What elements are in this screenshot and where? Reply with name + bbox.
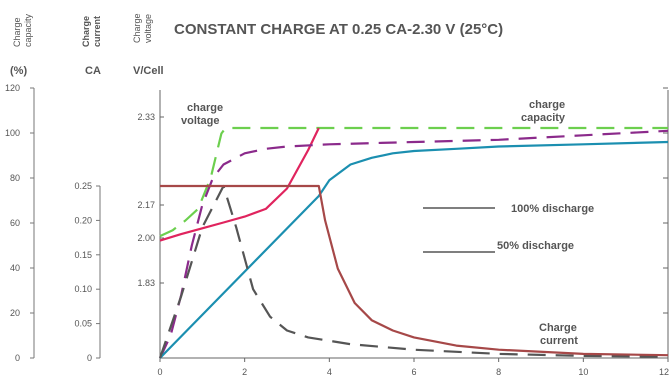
capacity-header-line2: capacity — [23, 13, 33, 47]
capacity-tick-label: 20 — [10, 308, 20, 318]
current-tick-label: 0.25 — [74, 181, 92, 191]
capacity-tick-label: 40 — [10, 263, 20, 273]
voltage-header-line2: voltage — [143, 14, 153, 43]
voltage-tick-label: 2.00 — [137, 233, 155, 243]
capacity-header-line1: Charge — [12, 17, 22, 47]
charge-capacity-label-line1: charge — [529, 99, 565, 111]
charge-current-label-line1: Charge — [539, 322, 577, 334]
x-tick-label: 0 — [157, 367, 162, 377]
current-tick-label: 0.10 — [74, 284, 92, 294]
voltage-tick-label: 2.33 — [137, 112, 155, 122]
current-header-line2: current — [92, 16, 102, 47]
x-tick-label: 6 — [411, 367, 416, 377]
capacity-unit: (%) — [10, 65, 27, 77]
charge-current-label-line2: current — [540, 335, 578, 347]
legend-label-100: 100% discharge — [511, 203, 594, 215]
capacity-tick-label: 80 — [10, 173, 20, 183]
current-header-line1: Charge — [81, 16, 91, 47]
current-tick-label: 0.05 — [74, 319, 92, 329]
x-tick-label: 2 — [242, 367, 247, 377]
capacity-tick-label: 100 — [5, 128, 20, 138]
x-axis: 0 2 4 6 8 10 12 — [157, 358, 669, 377]
x-tick-label: 10 — [578, 367, 588, 377]
voltage-tick-label: 1.83 — [137, 278, 155, 288]
capacity-tick-label: 120 — [5, 83, 20, 93]
capacity-tick-label: 0 — [15, 353, 20, 363]
series-cap100 — [159, 140, 669, 359]
x-tick-label: 8 — [496, 367, 501, 377]
charge-capacity-label-line2: capacity — [521, 112, 566, 124]
x-tick-label: 12 — [659, 367, 669, 377]
series-v100 — [159, 127, 320, 242]
capacity-tick-label: 60 — [10, 218, 20, 228]
current-unit: CA — [85, 65, 101, 77]
current-axis: 0 0.05 0.10 0.15 0.20 0.25 — [74, 181, 101, 363]
current-tick-label: 0 — [87, 353, 92, 363]
charge-voltage-label-line1: charge — [187, 102, 223, 114]
charge-voltage-label-line2: voltage — [181, 115, 220, 127]
capacity-axis: 0 20 40 60 80 100 120 — [5, 83, 35, 363]
voltage-tick-label: 2.17 — [137, 200, 155, 210]
legend-label-50: 50% discharge — [497, 240, 574, 252]
x-tick-label: 4 — [327, 367, 332, 377]
current-tick-label: 0.20 — [74, 215, 92, 225]
current-tick-label: 0.15 — [74, 250, 92, 260]
series-cur100 — [160, 184, 669, 357]
voltage-header-line1: Charge — [132, 13, 142, 43]
voltage-unit: V/Cell — [133, 65, 164, 77]
series-cap50 — [159, 129, 669, 359]
series-cur50 — [158, 184, 669, 359]
series-v50 — [159, 126, 668, 238]
chart-title: CONSTANT CHARGE AT 0.25 CA-2.30 V (25°C) — [174, 21, 503, 38]
series-layer — [158, 126, 669, 359]
